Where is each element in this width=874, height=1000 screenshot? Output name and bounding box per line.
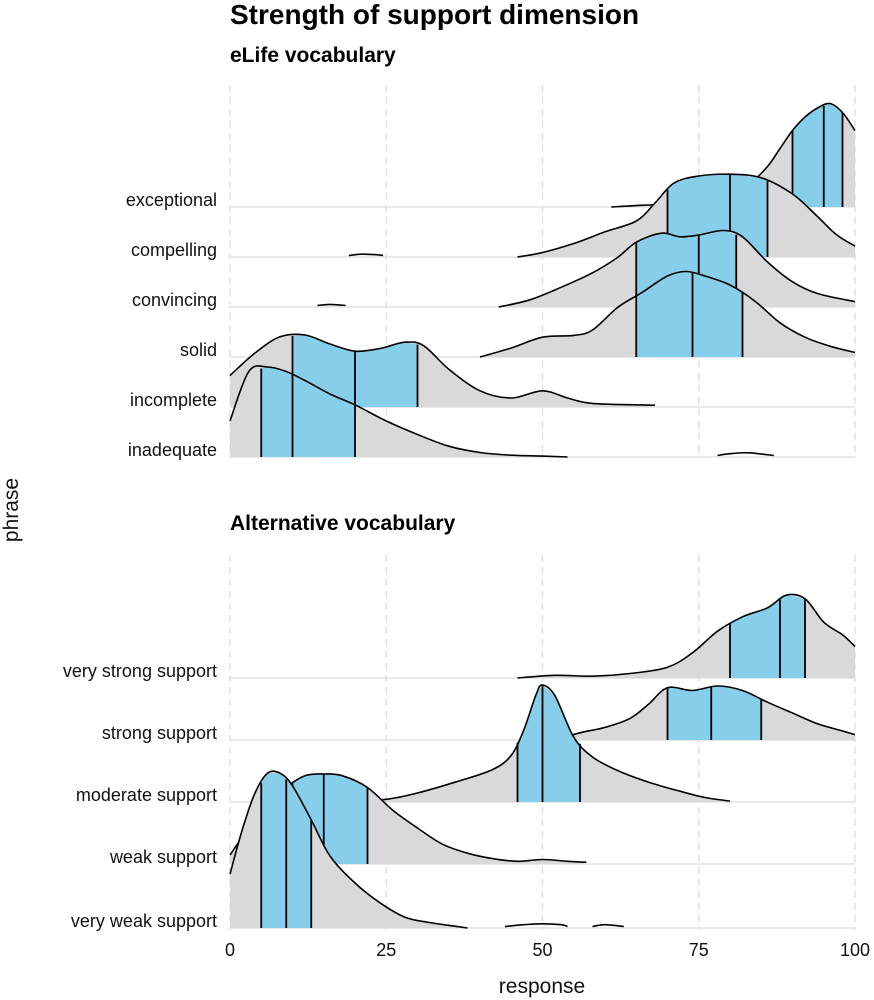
x-tick-0: 0 (225, 940, 235, 960)
ridge-inadequate (229, 365, 568, 458)
x-tick-75: 75 (689, 940, 709, 960)
row-label-convincing: convincing (132, 290, 217, 310)
row-label-very-weak-support: very weak support (71, 911, 217, 931)
x-tick-100: 100 (840, 940, 870, 960)
panel-subtitle-elife: eLife vocabulary (230, 44, 396, 67)
x-axis-ticks: 0 25 50 75 100 (225, 940, 870, 960)
x-axis-label: response (499, 975, 585, 998)
row-label-solid: solid (180, 340, 217, 360)
row-label-strong-support: strong support (102, 723, 217, 743)
iqr-region-exceptional (792, 103, 843, 207)
density-outline-inadequate (229, 365, 568, 458)
density-fragment-very-weak-support-0 (504, 922, 568, 928)
iqr-region-moderate-support (517, 684, 580, 802)
iqr-region-strong-support (667, 686, 762, 740)
ridge-very-weak-support (229, 770, 468, 929)
density-outline-convincing (498, 229, 856, 308)
row-label-moderate-support: moderate support (76, 785, 217, 805)
x-tick-50: 50 (532, 940, 552, 960)
ridge-very-strong-support (517, 593, 856, 679)
density-outline-very-strong-support (517, 593, 856, 679)
density-outline-strong-support (554, 685, 856, 741)
row-label-very-strong-support: very strong support (63, 661, 217, 681)
density-outline-compelling (517, 173, 856, 258)
chart-title: Strength of support dimension (230, 0, 639, 30)
row-label-inadequate: inadequate (128, 440, 217, 460)
x-tick-25: 25 (376, 940, 396, 960)
density-outline-very-weak-support (229, 770, 468, 929)
ridge-moderate-support (304, 684, 731, 803)
row-label-exceptional: exceptional (126, 190, 217, 210)
density-fragment-very-weak-support-1 (592, 923, 624, 928)
row-label-incomplete: incomplete (130, 390, 217, 410)
ridge-strong-support (554, 685, 856, 741)
iqr-region-solid (636, 271, 743, 357)
density-outline-solid (479, 270, 856, 358)
density-outline-moderate-support (304, 684, 731, 803)
row-label-weak-support: weak support (109, 847, 217, 867)
iqr-region-very-strong-support (730, 595, 805, 678)
iqr-region-inadequate (261, 367, 355, 457)
density-fragment-inadequate-2 (717, 451, 774, 457)
density-outline-incomplete (229, 333, 656, 406)
density-fragment-convincing-1 (317, 303, 346, 307)
ridge-solid (479, 270, 856, 358)
y-axis-label: phrase (0, 478, 23, 542)
panel-subtitle-alternative: Alternative vocabulary (230, 512, 456, 535)
row-label-compelling: compelling (131, 240, 217, 260)
row-labels: exceptional compelling convincing solid inco… (63, 190, 217, 931)
plot-area (229, 102, 856, 929)
density-fragment-compelling-0 (348, 253, 384, 257)
ridge-incomplete (229, 333, 656, 407)
